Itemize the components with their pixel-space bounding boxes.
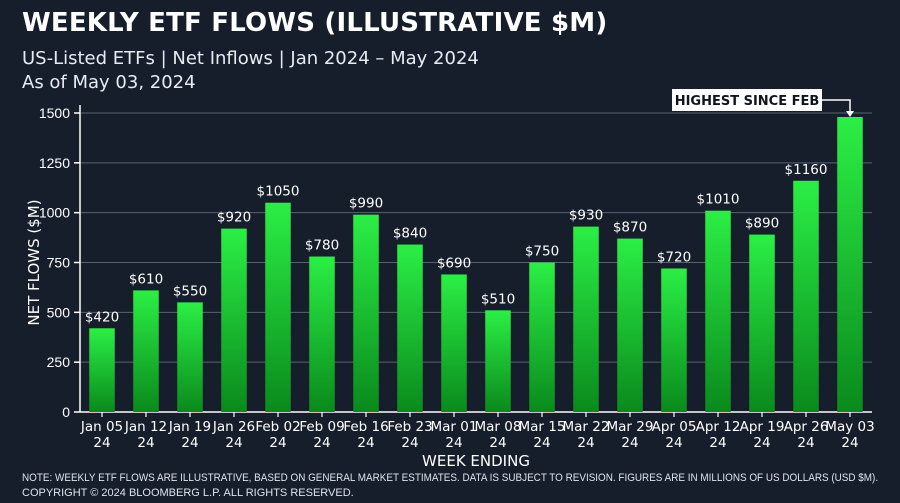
bar	[793, 180, 819, 412]
callout-text: HIGHEST SINCE FEB	[675, 94, 820, 109]
y-tick-label: 1000	[39, 205, 70, 221]
callout-arrowhead	[846, 111, 854, 117]
bar	[265, 202, 291, 412]
y-tick-label: 0	[62, 404, 70, 420]
x-tick-label-year: 24	[357, 435, 374, 451]
bar	[89, 328, 115, 412]
y-axis-title: NET FLOWS ($M)	[25, 199, 43, 325]
data-label: $420	[85, 309, 119, 325]
bar	[441, 274, 467, 412]
x-tick-label: Apr 19	[740, 419, 785, 435]
x-tick-label-year: 24	[313, 435, 330, 451]
x-tick-label-year: 24	[269, 435, 286, 451]
bar	[529, 262, 555, 412]
x-axis-title: WEEK ENDING	[422, 452, 530, 470]
bar	[749, 234, 775, 412]
x-tick-label-year: 24	[533, 435, 550, 451]
copyright: COPYRIGHT © 2024 BLOOMBERG L.P. ALL RIGH…	[22, 487, 354, 499]
data-label: $920	[217, 210, 251, 226]
x-tick-label: Jan 19	[168, 419, 211, 435]
x-tick-label: Apr 12	[696, 419, 741, 435]
x-tick-label-year: 24	[621, 435, 638, 451]
x-tick-label: Feb 09	[299, 419, 344, 435]
x-tick-label-year: 24	[225, 435, 242, 451]
data-label: $930	[569, 208, 603, 224]
x-tick-label: Feb 02	[255, 419, 300, 435]
x-tick-label-year: 24	[753, 435, 770, 451]
chart-subtitle: US-Listed ETFs | Net Inflows | Jan 2024 …	[22, 48, 479, 69]
bar	[221, 228, 247, 412]
x-tick-label: Mar 29	[607, 419, 654, 435]
x-tick-label: Jan 12	[124, 419, 167, 435]
as-of-date: As of May 03, 2024	[22, 72, 196, 93]
x-tick-label: Apr 05	[652, 419, 697, 435]
callout-box	[672, 89, 822, 111]
data-label: $720	[657, 249, 691, 265]
data-label: $780	[305, 238, 339, 254]
x-tick-label-year: 24	[797, 435, 814, 451]
x-tick-label-year: 24	[489, 435, 506, 451]
y-tick-label: 1250	[39, 155, 70, 171]
bar	[397, 244, 423, 412]
x-tick-label: Jan 05	[80, 419, 123, 435]
x-tick-label: Mar 15	[519, 419, 566, 435]
y-tick-label: 1500	[39, 105, 70, 121]
bar	[485, 310, 511, 412]
x-tick-label-year: 24	[181, 435, 198, 451]
x-tick-label-year: 24	[93, 435, 110, 451]
x-tick-label: Feb 16	[343, 419, 388, 435]
bar	[133, 290, 159, 412]
x-tick-label-year: 24	[665, 435, 682, 451]
x-tick-label-year: 24	[841, 435, 858, 451]
data-label: $550	[173, 283, 207, 299]
data-label: $750	[525, 244, 559, 260]
bar	[309, 256, 335, 412]
callout-leader	[822, 99, 851, 113]
x-tick-label: Feb 23	[387, 419, 432, 435]
data-label: $690	[437, 255, 471, 271]
data-label: $870	[613, 220, 647, 236]
data-label: $510	[481, 291, 515, 307]
data-label: $1050	[257, 184, 300, 200]
bar	[573, 226, 599, 412]
x-tick-label: Apr 26	[784, 419, 829, 435]
y-tick-label: 750	[47, 255, 71, 271]
bar	[177, 302, 203, 412]
x-tick-label: Mar 08	[475, 419, 522, 435]
x-tick-label-year: 24	[137, 435, 154, 451]
x-tick-label-year: 24	[445, 435, 462, 451]
x-tick-label: Mar 01	[431, 419, 478, 435]
y-tick-label: 500	[47, 304, 71, 320]
bar	[705, 210, 731, 412]
x-tick-label-year: 24	[709, 435, 726, 451]
bar	[661, 268, 687, 412]
data-label: $1010	[697, 192, 740, 208]
data-label: $610	[129, 271, 163, 287]
footnote: NOTE: WEEKLY ETF FLOWS ARE ILLUSTRATIVE,…	[22, 472, 879, 484]
x-tick-label-year: 24	[577, 435, 594, 451]
data-label: $890	[745, 216, 779, 232]
x-tick-label: May 03	[825, 419, 874, 435]
x-tick-label: Mar 22	[563, 419, 610, 435]
data-label: $840	[393, 226, 427, 242]
bar	[837, 116, 863, 412]
x-tick-label: Jan 26	[212, 419, 255, 435]
y-tick-label: 250	[47, 354, 71, 370]
bar	[353, 214, 379, 412]
bar	[617, 238, 643, 412]
x-tick-label-year: 24	[401, 435, 418, 451]
chart-title: WEEKLY ETF FLOWS (ILLUSTRATIVE $M)	[22, 8, 608, 38]
data-label: $1160	[785, 162, 828, 178]
data-label: $990	[349, 196, 383, 212]
